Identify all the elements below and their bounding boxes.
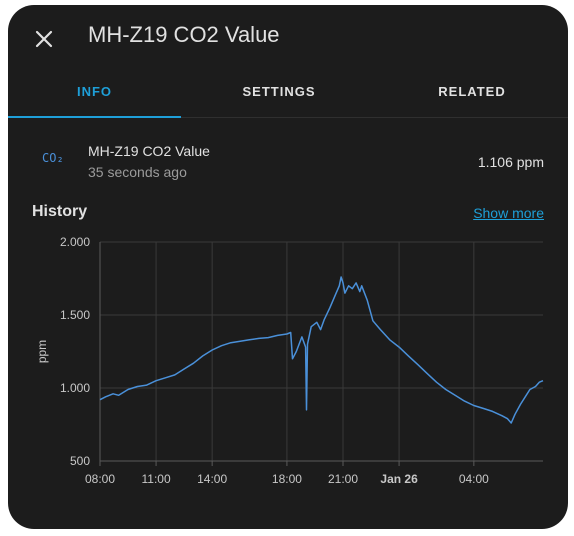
- entity-row[interactable]: CO₂ MH-Z19 CO2 Value 35 seconds ago 1.10…: [8, 133, 568, 185]
- x-tick-label: Jan 26: [380, 472, 418, 486]
- show-more-link[interactable]: Show more: [473, 205, 544, 221]
- y-tick-label: 2.000: [60, 235, 90, 249]
- entity-dialog: MH-Z19 CO2 Value INFO SETTINGS RELATED C…: [8, 5, 568, 529]
- tab-related[interactable]: RELATED: [438, 84, 506, 99]
- x-tick-label: 14:00: [197, 472, 227, 486]
- history-chart: 2.000 1.500 1.000 500 08:00 11:00 14:00 18:00 21…: [35, 235, 544, 486]
- series-line: [99, 276, 544, 424]
- tab-settings[interactable]: SETTINGS: [242, 84, 316, 99]
- tab-info[interactable]: INFO: [76, 84, 113, 99]
- y-tick-label: 1.500: [60, 308, 90, 322]
- entity-last-changed: 35 seconds ago: [88, 164, 187, 180]
- x-tick-label: 04:00: [459, 472, 489, 486]
- dialog-title: MH-Z19 CO2 Value: [88, 22, 280, 47]
- entity-name: MH-Z19 CO2 Value: [88, 143, 210, 159]
- y-tick-label: 500: [70, 454, 90, 468]
- history-title: History: [32, 203, 88, 220]
- x-tick-label: 18:00: [272, 472, 302, 486]
- tab-bar: INFO SETTINGS RELATED: [8, 67, 568, 118]
- active-tab-indicator: [8, 116, 181, 118]
- dialog-header: MH-Z19 CO2 Value: [8, 5, 568, 67]
- close-icon: [35, 30, 53, 48]
- x-tick-label: 08:00: [85, 472, 115, 486]
- y-tick-label: 1.000: [60, 381, 90, 395]
- close-button[interactable]: [28, 23, 60, 55]
- x-tick-label: 21:00: [328, 472, 358, 486]
- molecule-co2-icon: CO₂: [42, 151, 64, 165]
- y-axis-label: ppm: [35, 340, 49, 363]
- entity-state: 1.106 ppm: [477, 154, 544, 170]
- x-tick-label: 11:00: [142, 472, 171, 486]
